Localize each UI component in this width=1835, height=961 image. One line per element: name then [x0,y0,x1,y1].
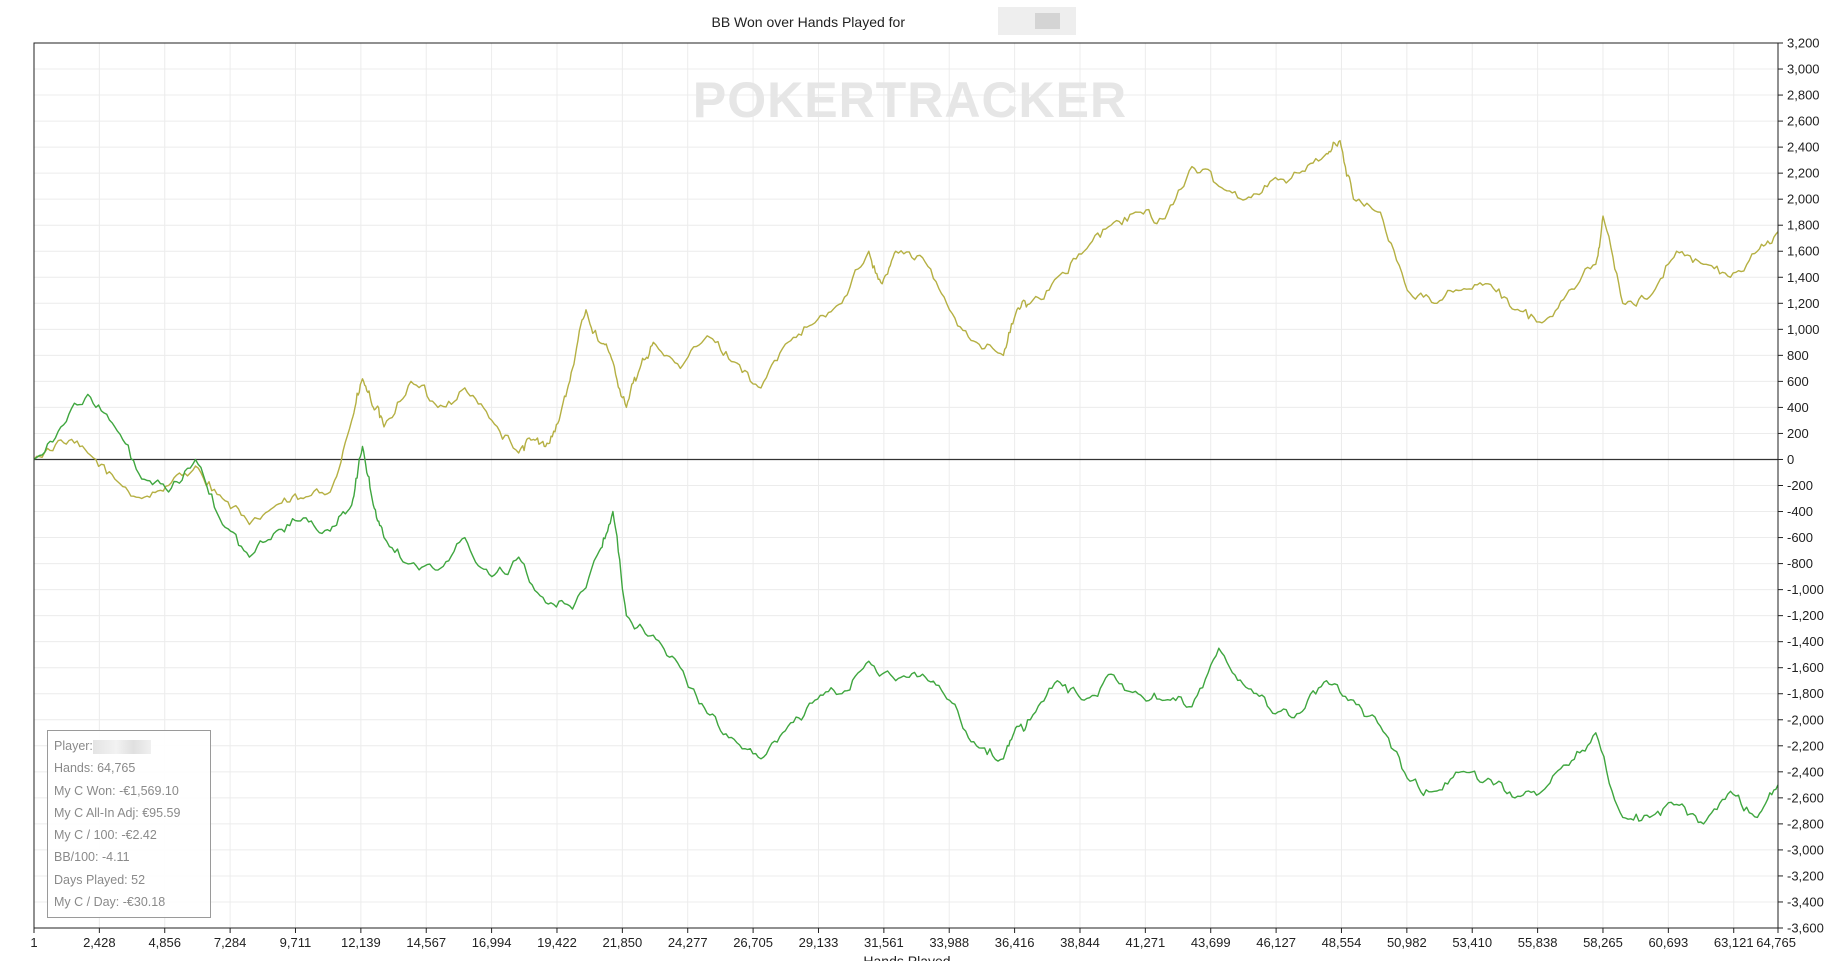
stats-row: Hands: 64,765 [54,757,204,779]
x-tick-label: 58,265 [1583,935,1623,950]
x-tick-label: 53,410 [1452,935,1492,950]
stats-label: BB/100: [54,850,99,865]
y-tick-label: -1,200 [1787,608,1824,623]
x-tick-label: 14,567 [406,935,446,950]
x-tick-label: 46,127 [1256,935,1296,950]
x-tick-label: 31,561 [864,935,904,950]
series-line-1 [33,393,1779,825]
y-tick-label: -3,400 [1787,894,1824,909]
stats-label: My C / 100: [54,828,118,843]
x-tick-label: 4,856 [148,935,181,950]
y-tick-label: 2,600 [1787,114,1820,129]
y-tick-label: 2,400 [1787,140,1820,155]
stats-row: My C / Day: -€30.18 [54,891,204,913]
series-layer [33,139,1779,825]
stats-row: My C All-In Adj: €95.59 [54,802,204,824]
y-tick-label: 1,200 [1787,296,1820,311]
stats-row: Player: [54,735,204,757]
x-tick-label: 60,693 [1648,935,1688,950]
y-tick-label: -800 [1787,556,1813,571]
y-tick-label: -600 [1787,530,1813,545]
y-tick-label: 0 [1787,452,1794,467]
x-tick-label: 29,133 [799,935,839,950]
stats-label: My C Won: [54,783,116,798]
y-tick-label: -1,600 [1787,660,1824,675]
x-tick-label: 1 [30,935,37,950]
y-tick-label: 400 [1787,400,1809,415]
y-tick-label: -2,800 [1787,816,1824,831]
stats-value: -4.11 [98,850,130,865]
stats-row: BB/100: -4.11 [54,846,204,868]
stats-label: My C / Day: [54,895,120,910]
x-tick-label: 16,994 [472,935,512,950]
series-line-0 [33,139,1779,526]
y-tick-label: 3,200 [1787,36,1820,51]
stats-row: My C Won: -€1,569.10 [54,780,204,802]
stats-value: €95.59 [138,805,181,820]
y-axis: 3,200 3,000 2,800 2,600 2,400 2,200 2,000 1,800… [1778,36,1824,936]
stats-value: -€2.42 [117,828,157,843]
stats-label: Player: [54,739,93,753]
x-axis-title: Hands Played [863,953,950,961]
x-tick-label: 38,844 [1060,935,1100,950]
y-tick-label: 2,200 [1787,166,1820,181]
y-tick-label: 1,800 [1787,218,1820,233]
y-tick-label: -1,800 [1787,686,1824,701]
x-axis: 1 2,428 4,856 7,284 9,711 12,139 14,567 16,994 1… [30,928,1796,950]
stats-label: Days Played: [54,872,128,887]
y-tick-label: -1,400 [1787,634,1824,649]
y-tick-label: 2,800 [1787,88,1820,103]
x-tick-label: 36,416 [995,935,1035,950]
stats-label: Hands: [54,761,94,776]
y-tick-label: 3,000 [1787,62,1820,77]
y-tick-label: -2,000 [1787,712,1824,727]
x-tick-label: 41,271 [1125,935,1165,950]
y-tick-label: 200 [1787,426,1809,441]
y-tick-label: -1,000 [1787,582,1824,597]
x-tick-label: 63,121 [1714,935,1754,950]
x-tick-label: 48,554 [1322,935,1362,950]
y-tick-label: 1,400 [1787,270,1820,285]
stats-legend-box: Player: Hands: 64,765 My C Won: -€1,569.10… [47,730,211,918]
x-tick-label: 24,277 [668,935,708,950]
y-tick-label: -3,200 [1787,868,1824,883]
y-tick-label: -200 [1787,478,1813,493]
y-tick-label: 800 [1787,348,1809,363]
player-name-blurred-inner [1035,13,1060,29]
y-tick-label: -3,000 [1787,842,1824,857]
x-tick-label: 26,705 [733,935,773,950]
chart-title: BB Won over Hands Played for [711,14,905,30]
stats-row: Days Played: 52 [54,869,204,891]
y-tick-label: -400 [1787,504,1813,519]
player-name-blurred [92,739,151,754]
x-tick-label: 19,422 [537,935,577,950]
y-tick-label: -2,600 [1787,790,1824,805]
y-tick-label: -2,400 [1787,764,1824,779]
x-tick-label: 21,850 [602,935,642,950]
x-tick-label: 7,284 [214,935,247,950]
x-tick-label: 43,699 [1191,935,1231,950]
x-tick-label: 50,982 [1387,935,1427,950]
y-tick-label: 2,000 [1787,192,1820,207]
x-tick-label: 9,711 [280,935,312,950]
x-tick-label: 55,838 [1518,935,1558,950]
x-tick-label: 12,139 [341,935,381,950]
y-tick-label: 600 [1787,374,1809,389]
x-tick-label: 33,988 [929,935,969,950]
stats-value: 52 [127,872,146,887]
stats-value: 64,765 [93,761,136,776]
stats-value: -€1,569.10 [115,783,179,798]
stats-row: My C / 100: -€2.42 [54,824,204,846]
pokertracker-watermark: POKERTRACKER [693,72,1127,128]
y-tick-label: -2,200 [1787,738,1824,753]
stats-value: -€30.18 [119,895,166,910]
y-tick-label: -3,600 [1787,921,1824,936]
x-tick-label: 64,765 [1756,935,1796,950]
y-tick-label: 1,000 [1787,322,1820,337]
x-tick-label: 2,428 [83,935,116,950]
y-tick-label: 1,600 [1787,244,1820,259]
stats-label: My C All-In Adj: [54,805,139,820]
